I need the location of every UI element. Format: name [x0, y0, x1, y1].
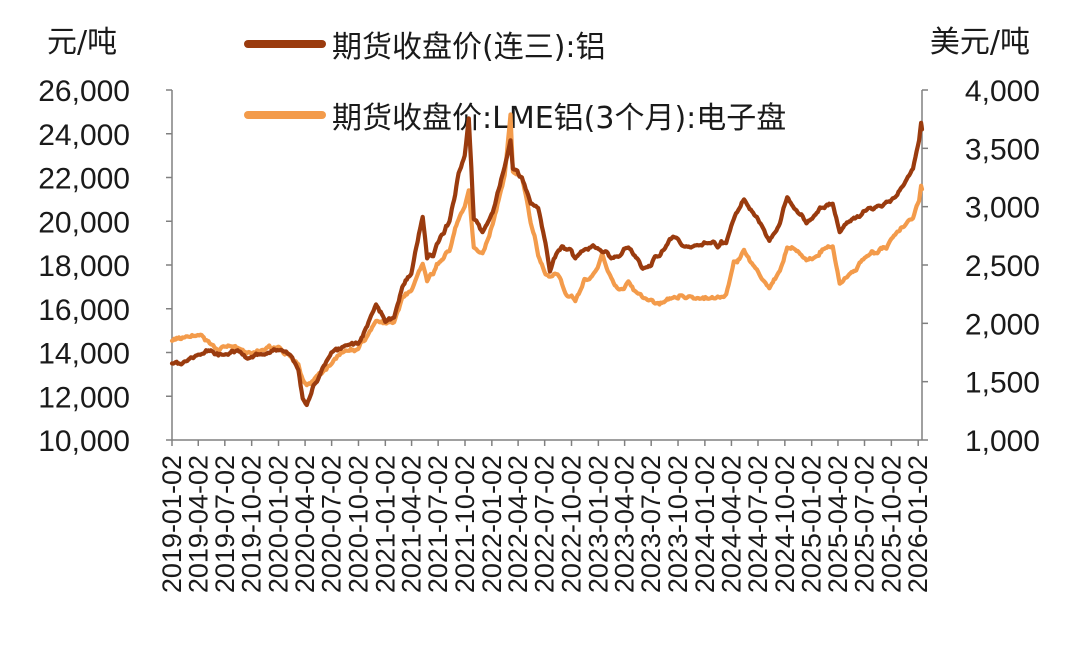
- x-tick-label: 2019-07-02: [210, 455, 240, 593]
- x-tick-label: 2020-04-02: [290, 455, 320, 593]
- x-tick-label: 2025-01-02: [797, 455, 827, 593]
- x-tick-label: 2021-07-02: [423, 455, 453, 593]
- legend-label-lme: 期货收盘价:LME铝(3个月):电子盘: [332, 101, 786, 136]
- x-tick-label: 2020-01-02: [264, 455, 294, 593]
- left-tick-label: 16,000: [38, 294, 130, 327]
- right-tick-label: 2,500: [965, 250, 1040, 283]
- left-tick-label: 26,000: [38, 75, 130, 108]
- left-tick-label: 20,000: [38, 206, 130, 239]
- right-tick-label: 1,000: [965, 425, 1040, 458]
- right-tick-label: 1,500: [965, 367, 1040, 400]
- right-axis-unit: 美元/吨: [930, 25, 1030, 60]
- x-tick-label: 2020-10-02: [343, 455, 373, 593]
- x-tick-label: 2024-04-02: [716, 455, 746, 593]
- x-tick-label: 2021-04-02: [397, 455, 427, 593]
- x-tick-label: 2021-01-02: [370, 455, 400, 593]
- x-tick-label: 2022-07-02: [530, 455, 560, 593]
- x-tick-label: 2020-07-02: [317, 455, 347, 593]
- right-tick-label: 2,000: [965, 308, 1040, 341]
- x-tick-label: 2019-01-02: [157, 455, 187, 593]
- left-tick-label: 10,000: [38, 425, 130, 458]
- x-tick-label: 2025-07-02: [850, 455, 880, 593]
- x-tick-label: 2025-04-02: [823, 455, 853, 593]
- x-tick-label: 2026-01-02: [903, 455, 933, 593]
- x-tick-label: 2024-07-02: [743, 455, 773, 593]
- legend-label-shfe: 期货收盘价(连三):铝: [332, 30, 606, 65]
- x-tick-label: 2023-04-02: [610, 455, 640, 593]
- x-tick-label: 2022-04-02: [503, 455, 533, 593]
- left-tick-label: 18,000: [38, 250, 130, 283]
- right-tick-label: 4,000: [965, 75, 1040, 108]
- left-tick-label: 12,000: [38, 381, 130, 414]
- left-tick-label: 14,000: [38, 338, 130, 371]
- x-tick-label: 2023-07-02: [636, 455, 666, 593]
- series-layer: [169, 112, 925, 408]
- left-tick-label: 24,000: [38, 119, 130, 152]
- x-tick-label: 2024-01-02: [690, 455, 720, 593]
- right-tick-label: 3,000: [965, 192, 1040, 225]
- x-tick-label: 2023-01-02: [583, 455, 613, 593]
- series-line-shfe: [169, 116, 925, 408]
- x-tick-label: 2021-10-02: [450, 455, 480, 593]
- x-tick-label: 2019-04-02: [183, 455, 213, 593]
- x-tick-label: 2023-10-02: [663, 455, 693, 593]
- x-tick-label: 2022-01-02: [477, 455, 507, 593]
- axes: 10,000 12,000 14,000 16,000 18,000 20,000 22,0…: [38, 75, 1040, 593]
- left-axis-unit: 元/吨: [47, 25, 117, 60]
- right-tick-label: 3,500: [965, 133, 1040, 166]
- x-tick-label: 2019-10-02: [237, 455, 267, 593]
- legend: 期货收盘价(连三):铝 期货收盘价:LME铝(3个月):电子盘: [244, 30, 786, 136]
- x-tick-label: 2025-10-02: [876, 455, 906, 593]
- x-tick-label: 2022-10-02: [557, 455, 587, 593]
- left-tick-label: 22,000: [38, 163, 130, 196]
- x-tick-label: 2024-10-02: [770, 455, 800, 593]
